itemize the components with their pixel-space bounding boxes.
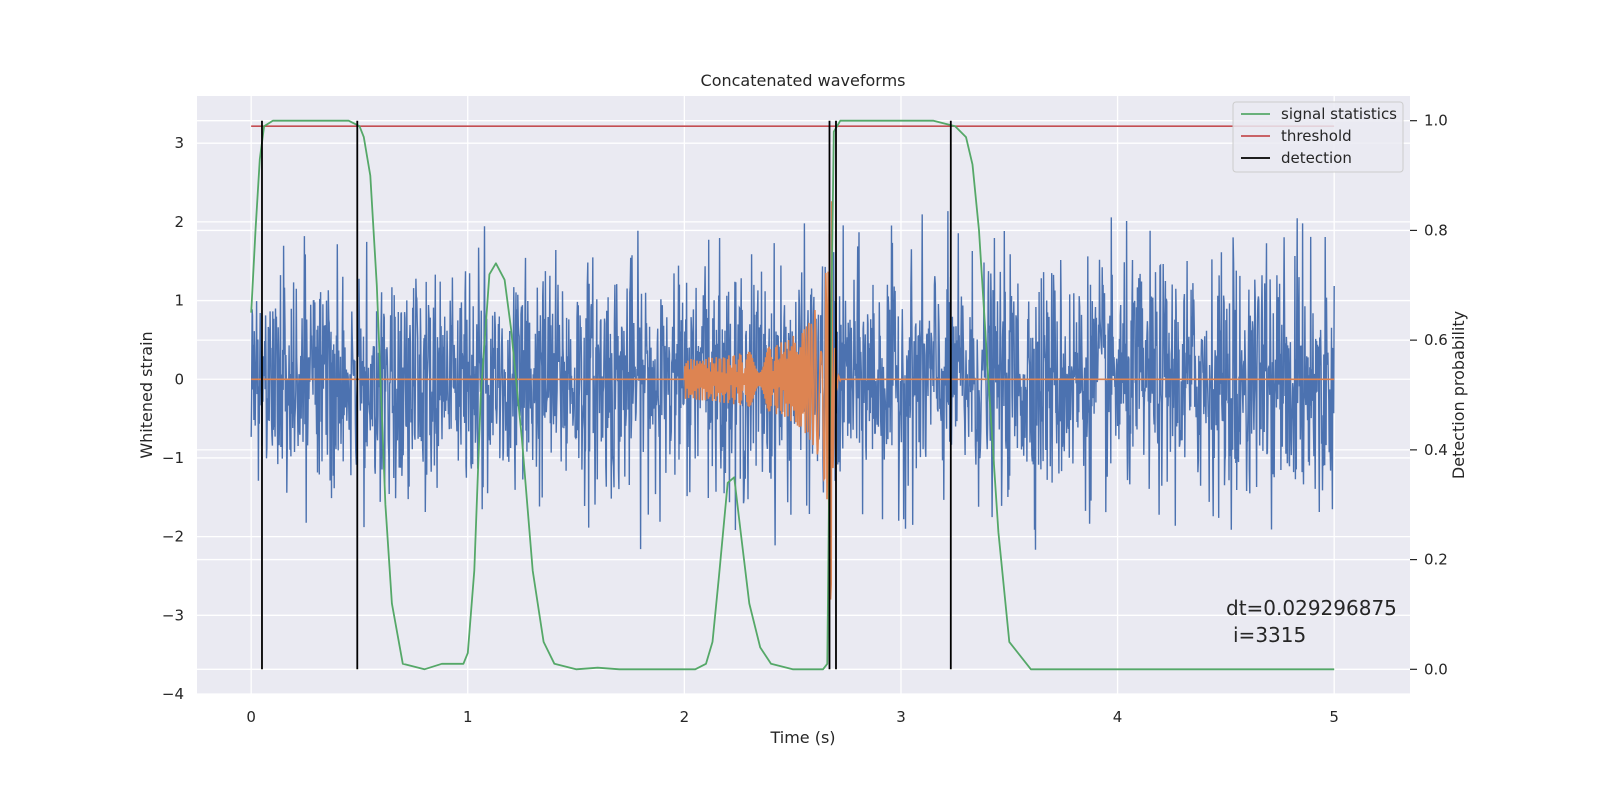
y-tick-label: −1: [162, 449, 184, 467]
y2-tick-label: 0.4: [1424, 441, 1448, 459]
legend-box: [1232, 101, 1404, 173]
y2-tick-label: 1.0: [1424, 112, 1448, 130]
y-tick-label: 2: [174, 213, 184, 231]
signal-statistics-line: [250, 119, 1335, 671]
axis-layer: 0 1 2 3 4 5 −4 −3 −2 −1 0 1 2 3 0.0 0.2 0.4 0.6 0.8 1.0: [162, 112, 1448, 726]
y-tick-label: 0: [174, 370, 184, 388]
annotation-dt: dt=0.029296875: [1226, 596, 1397, 620]
annotation-index: i=3315: [1233, 623, 1306, 647]
data-layer: [250, 119, 1335, 671]
x-tick-label: 5: [1329, 708, 1339, 726]
y-axis-label: Whitened strain: [137, 331, 156, 458]
x-tick-label: 1: [463, 708, 473, 726]
y2-tick-label: 0.8: [1424, 221, 1448, 239]
y2-tick-label: 0.0: [1424, 660, 1448, 678]
legend-label-threshold: threshold: [1281, 127, 1352, 145]
y-tick-label: −3: [162, 606, 184, 624]
x-axis-label: Time (s): [769, 728, 835, 747]
legend: signal statistics threshold detection: [1232, 101, 1404, 173]
x-tick-label: 2: [680, 708, 690, 726]
x-tick-label: 0: [246, 708, 256, 726]
y2-axis-label: Detection probability: [1449, 311, 1468, 479]
template-line: [251, 201, 1335, 600]
legend-label-signal-statistics: signal statistics: [1281, 105, 1397, 123]
legend-label-detection: detection: [1281, 149, 1352, 167]
x-tick-label: 3: [896, 708, 906, 726]
x-tick-label: 4: [1113, 708, 1123, 726]
y2-tick-label: 0.2: [1424, 551, 1448, 569]
chart-title: Concatenated waveforms: [701, 71, 906, 90]
y-tick-label: 3: [174, 134, 184, 152]
y2-tick-label: 0.6: [1424, 331, 1448, 349]
y-tick-label: 1: [174, 292, 184, 310]
y-tick-label: −4: [162, 685, 184, 703]
y-tick-label: −2: [162, 528, 184, 546]
